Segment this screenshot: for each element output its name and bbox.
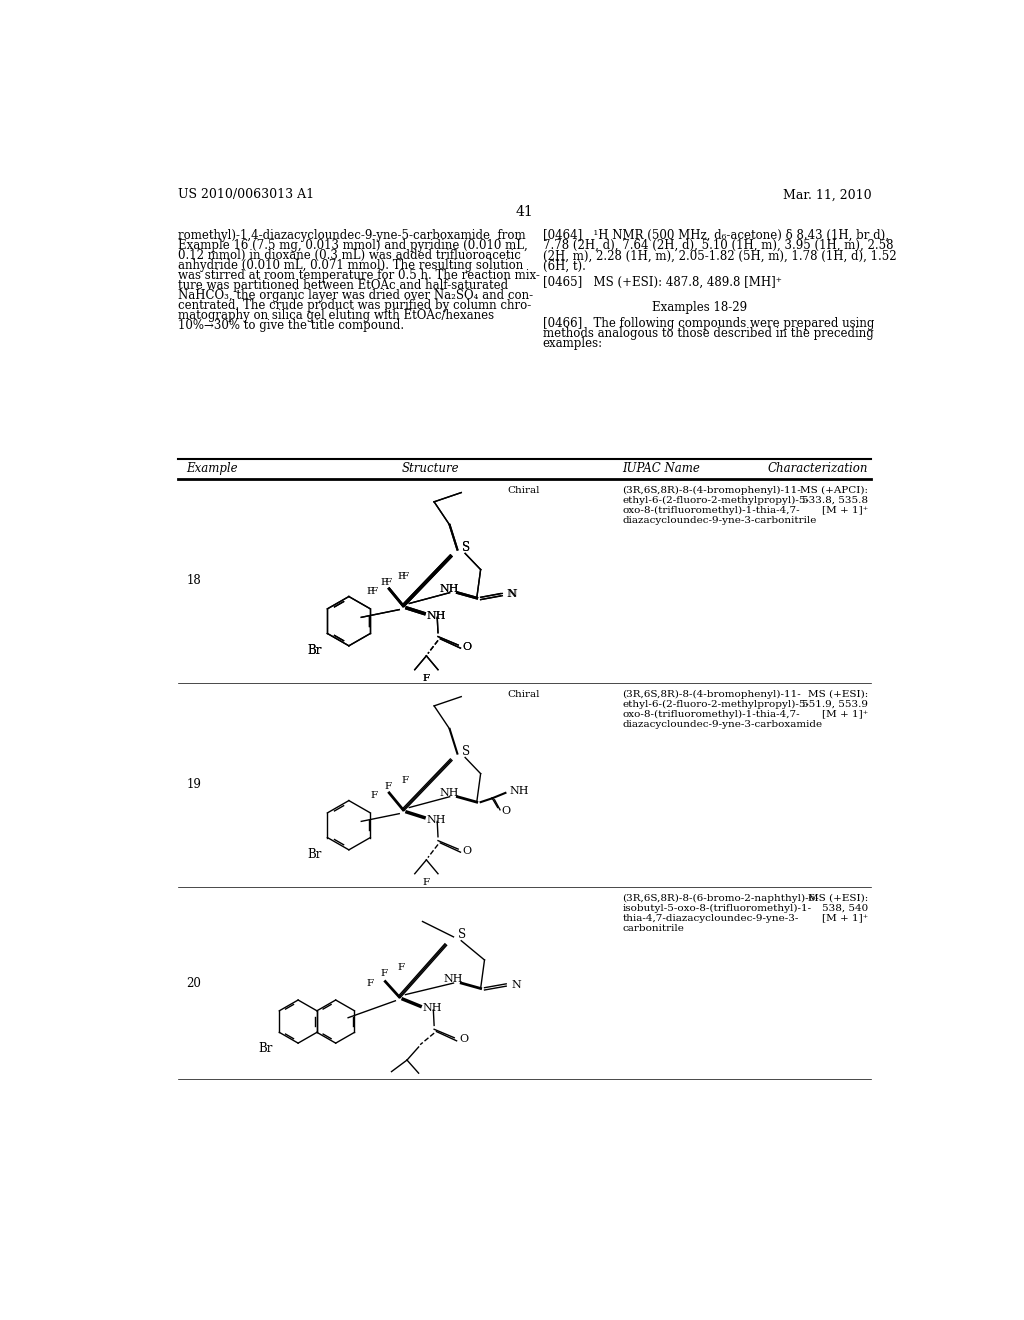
Text: F: F: [423, 879, 430, 887]
Text: examples:: examples:: [543, 337, 603, 350]
Text: methods analogous to those described in the preceding: methods analogous to those described in …: [543, 327, 873, 341]
Text: MS (+APCI):: MS (+APCI):: [800, 486, 868, 495]
Text: N: N: [508, 589, 517, 599]
Text: F: F: [380, 578, 387, 587]
Text: F: F: [401, 572, 409, 581]
Text: 0.12 mmol) in dioxane (0.3 mL) was added trifluoroacetic: 0.12 mmol) in dioxane (0.3 mL) was added…: [178, 249, 521, 263]
Text: NaHCO₃, the organic layer was dried over Na₂SO₄ and con-: NaHCO₃, the organic layer was dried over…: [178, 289, 534, 302]
Text: diazacycloundec-9-yne-3-carboxamide: diazacycloundec-9-yne-3-carboxamide: [623, 719, 822, 729]
Text: 533.8, 535.8: 533.8, 535.8: [802, 495, 868, 504]
Text: (3R,6S,8R)-8-(6-bromo-2-naphthyl)-6-: (3R,6S,8R)-8-(6-bromo-2-naphthyl)-6-: [623, 894, 819, 903]
Text: (2H, m), 2.28 (1H, m), 2.05-1.82 (5H, m), 1.78 (1H, d), 1.52: (2H, m), 2.28 (1H, m), 2.05-1.82 (5H, m)…: [543, 249, 896, 263]
Text: O: O: [463, 642, 472, 652]
Text: NH: NH: [443, 974, 463, 985]
Text: F: F: [370, 792, 377, 800]
Text: NH: NH: [440, 788, 460, 797]
Text: Chiral: Chiral: [508, 689, 541, 698]
Text: 18: 18: [186, 574, 201, 587]
Text: ethyl-6-(2-fluoro-2-methylpropyl)-5-: ethyl-6-(2-fluoro-2-methylpropyl)-5-: [623, 700, 809, 709]
Text: 41: 41: [516, 205, 534, 219]
Text: S: S: [458, 928, 466, 941]
Text: romethyl)-1,4-diazacycloundec-9-yne-5-carboxamide  from: romethyl)-1,4-diazacycloundec-9-yne-5-ca…: [178, 230, 526, 243]
Text: MS (+ESI):: MS (+ESI):: [808, 689, 868, 698]
Text: ethyl-6-(2-fluoro-2-methylpropyl)-5-: ethyl-6-(2-fluoro-2-methylpropyl)-5-: [623, 495, 809, 504]
Text: NH: NH: [509, 785, 528, 796]
Text: isobutyl-5-oxo-8-(trifluoromethyl)-1-: isobutyl-5-oxo-8-(trifluoromethyl)-1-: [623, 904, 812, 912]
Text: 20: 20: [186, 977, 201, 990]
Text: F: F: [384, 578, 391, 587]
Text: [0464]   ¹H NMR (500 MHz, d₆-acetone) δ 8.43 (1H, br d),: [0464] ¹H NMR (500 MHz, d₆-acetone) δ 8.…: [543, 230, 889, 243]
Text: 7.78 (2H, d), 7.64 (2H, d), 5.10 (1H, m), 3.95 (1H, m), 2.58: 7.78 (2H, d), 7.64 (2H, d), 5.10 (1H, m)…: [543, 239, 893, 252]
Text: (6H, t).: (6H, t).: [543, 259, 586, 272]
Text: Chiral: Chiral: [508, 486, 541, 495]
Text: IUPAC Name: IUPAC Name: [623, 462, 700, 475]
Text: 538, 540: 538, 540: [822, 904, 868, 912]
Text: NH: NH: [440, 583, 460, 594]
Text: F: F: [370, 587, 377, 597]
Text: matography on silica gel eluting with EtOAc/hexanes: matography on silica gel eluting with Et…: [178, 309, 495, 322]
Text: Br: Br: [307, 847, 322, 861]
Text: oxo-8-(trifluoromethyl)-1-thia-4,7-: oxo-8-(trifluoromethyl)-1-thia-4,7-: [623, 710, 800, 718]
Text: Structure: Structure: [401, 462, 459, 475]
Text: NH: NH: [440, 583, 460, 594]
Text: Br: Br: [258, 1041, 272, 1055]
Text: F: F: [384, 783, 391, 791]
Text: MS (+ESI):: MS (+ESI):: [808, 894, 868, 903]
Text: Examples 18-29: Examples 18-29: [651, 301, 746, 314]
Text: O: O: [463, 846, 472, 855]
Text: [0466]   The following compounds were prepared using: [0466] The following compounds were prep…: [543, 317, 874, 330]
Text: 551.9, 553.9: 551.9, 553.9: [802, 700, 868, 709]
Text: was stirred at room temperature for 0.5 h. The reaction mix-: was stirred at room temperature for 0.5 …: [178, 269, 541, 282]
Text: [M + 1]⁺: [M + 1]⁺: [822, 506, 868, 515]
Text: 19: 19: [186, 777, 201, 791]
Text: Example 16 (7.5 mg, 0.013 mmol) and pyridine (0.010 mL,: Example 16 (7.5 mg, 0.013 mmol) and pyri…: [178, 239, 528, 252]
Text: carbonitrile: carbonitrile: [623, 924, 684, 933]
Text: O: O: [502, 807, 511, 816]
Text: NH: NH: [426, 611, 445, 620]
Text: [M + 1]⁺: [M + 1]⁺: [822, 710, 868, 718]
Text: F: F: [423, 675, 430, 684]
Text: centrated. The crude product was purified by column chro-: centrated. The crude product was purifie…: [178, 300, 531, 313]
Text: thia-4,7-diazacycloundec-9-yne-3-: thia-4,7-diazacycloundec-9-yne-3-: [623, 913, 799, 923]
Text: anhydride (0.010 mL, 0.071 mmol). The resulting solution: anhydride (0.010 mL, 0.071 mmol). The re…: [178, 259, 523, 272]
Text: O: O: [463, 642, 472, 652]
Text: N: N: [506, 589, 516, 599]
Text: S: S: [462, 541, 470, 554]
Text: oxo-8-(trifluoromethyl)-1-thia-4,7-: oxo-8-(trifluoromethyl)-1-thia-4,7-: [623, 506, 800, 515]
Text: [M + 1]⁺: [M + 1]⁺: [822, 913, 868, 923]
Text: F: F: [367, 587, 374, 597]
Text: Mar. 11, 2010: Mar. 11, 2010: [782, 189, 871, 202]
Text: 10%→30% to give the title compound.: 10%→30% to give the title compound.: [178, 319, 404, 333]
Text: Characterization: Characterization: [768, 462, 868, 475]
Text: [0465]   MS (+ESI): 487.8, 489.8 [MH]⁺: [0465] MS (+ESI): 487.8, 489.8 [MH]⁺: [543, 276, 781, 289]
Text: NH: NH: [426, 814, 445, 825]
Text: N: N: [512, 979, 521, 990]
Text: F: F: [367, 978, 374, 987]
Text: US 2010/0063013 A1: US 2010/0063013 A1: [178, 189, 314, 202]
Text: (3R,6S,8R)-8-(4-bromophenyl)-11-: (3R,6S,8R)-8-(4-bromophenyl)-11-: [623, 689, 801, 698]
Text: Br: Br: [307, 644, 322, 657]
Text: F: F: [397, 964, 404, 972]
Text: Example: Example: [186, 462, 238, 475]
Text: F: F: [401, 776, 409, 785]
Text: F: F: [423, 675, 430, 684]
Text: (3R,6S,8R)-8-(4-bromophenyl)-11-: (3R,6S,8R)-8-(4-bromophenyl)-11-: [623, 486, 801, 495]
Text: NH: NH: [426, 611, 445, 620]
Text: F: F: [397, 572, 404, 581]
Text: diazacycloundec-9-yne-3-carbonitrile: diazacycloundec-9-yne-3-carbonitrile: [623, 516, 817, 524]
Text: ture was partitioned between EtOAc and half-saturated: ture was partitioned between EtOAc and h…: [178, 280, 509, 292]
Text: Br: Br: [307, 644, 322, 657]
Text: S: S: [462, 744, 470, 758]
Text: NH: NH: [423, 1003, 442, 1014]
Text: S: S: [462, 541, 470, 554]
Text: F: F: [380, 969, 387, 978]
Text: O: O: [459, 1035, 468, 1044]
